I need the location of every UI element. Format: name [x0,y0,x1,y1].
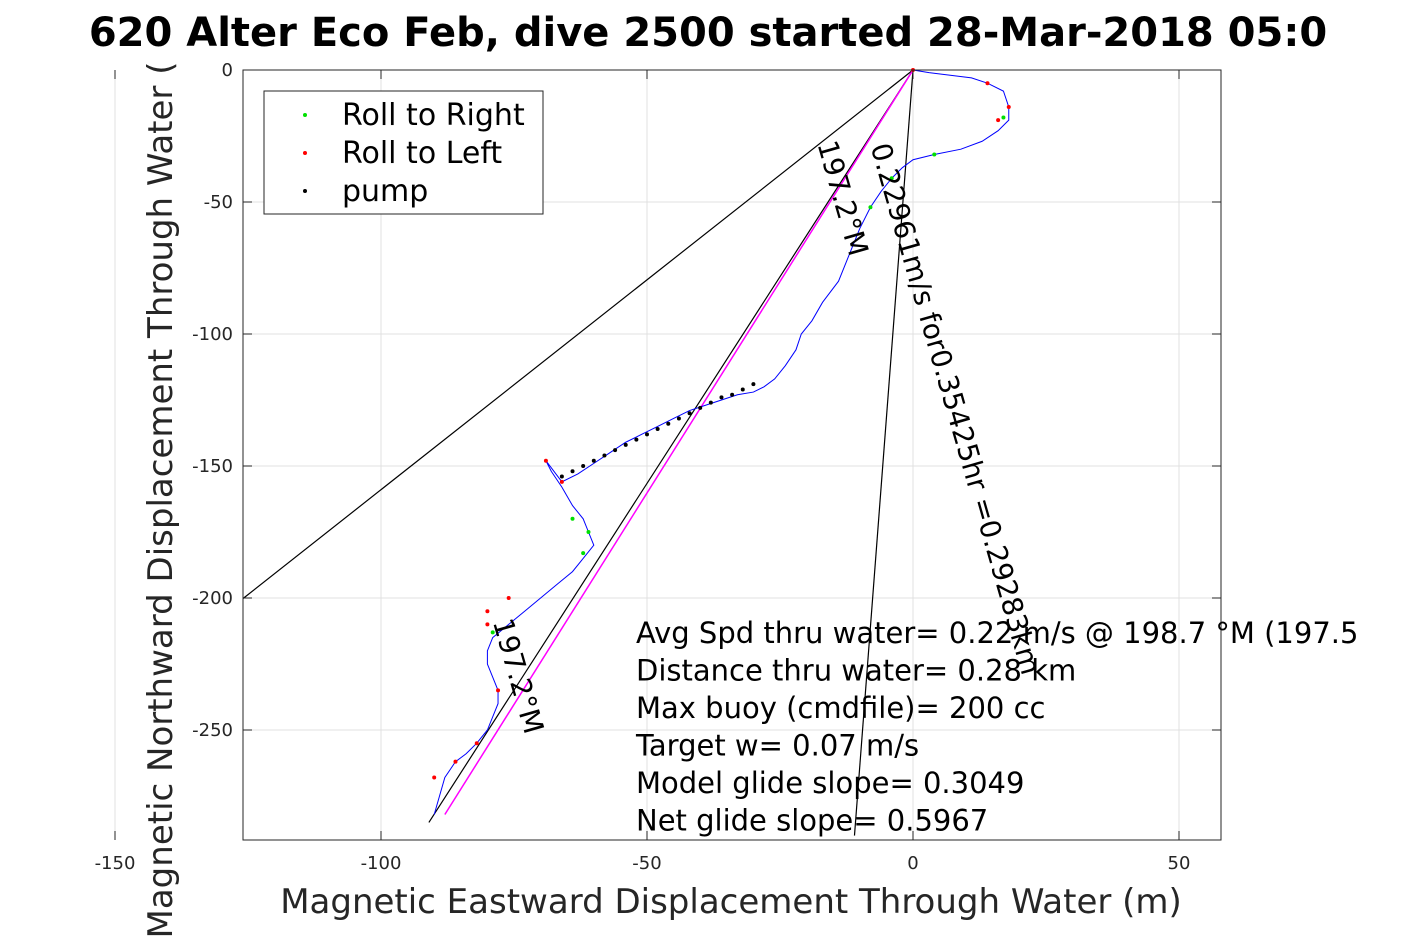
reference-line [853,70,914,836]
roll-left-point [985,81,990,86]
legend-label-roll-left: Roll to Left [342,136,502,171]
pump-point [645,432,649,437]
pump-point [591,458,596,463]
y-tick-label: -100 [192,324,233,345]
pump-point [570,469,575,474]
rotated-annotation: 0.22961m/s for0.35425hr =0.29283km [864,139,1048,678]
y-tick-label: -50 [204,192,233,213]
chart-title: 620 Alter Eco Feb, dive 2500 started 28-… [89,10,1327,56]
roll-left-point [485,622,490,627]
track-line [433,69,1010,815]
pump-point [708,400,713,405]
roll-left-point [543,458,548,463]
roll-left-point [432,775,437,780]
legend-box [263,90,544,215]
pump-point [602,453,607,458]
y-tick-label: -200 [192,588,233,609]
y-tick-label: -150 [192,456,233,477]
points-layer [432,68,1011,780]
y-tick-label: 0 [222,60,233,81]
stats-line: Model glide slope= 0.3049 [636,766,1024,800]
roll-left-point [1006,104,1011,109]
x-tick-label: 50 [1168,853,1191,874]
roll-right-point [932,152,937,157]
rotated-annotation: 197.2°M [811,137,875,260]
pump-point [730,392,735,397]
stats-line: Max buoy (cmdfile)= 200 cc [636,691,1045,725]
x-axis-label: Magnetic Eastward Displacement Through W… [280,882,1182,922]
roll-left-point [453,759,458,764]
pump-point [655,427,660,432]
roll-left-point [506,596,511,600]
reference-lines [243,70,914,836]
roll-right-point [581,551,586,556]
y-axis-label: Magnetic Northward Displacement Through … [141,62,181,939]
legend-marker-pump [303,189,307,193]
x-tick-label: -50 [632,853,661,874]
pump-point [581,464,586,468]
legend-label-pump: pump [342,174,428,209]
roll-left-point [474,741,479,746]
pump-point [634,437,639,442]
stats-line: Avg Spd thru water= 0.22 m/s @ 198.7 °M … [636,616,1358,650]
pump-point [740,387,745,392]
pump-point [687,411,692,416]
roll-right-point [570,516,575,521]
plot-area [242,69,1222,841]
pump-point [623,442,628,447]
pump-point [676,416,681,421]
x-tick-label: -150 [95,853,136,874]
legend-marker-roll-right [303,113,307,117]
pump-point [751,382,756,387]
legend: Roll to Right Roll to Left pump [263,90,544,215]
roll-left-point [559,479,564,484]
pump-point [613,448,618,453]
roll-right-point [1001,115,1006,120]
pump-point [698,405,703,410]
course-line-layer [444,69,914,815]
roll-left-point [485,609,490,614]
course-line [444,69,914,815]
track-layer [433,69,1010,815]
roll-right-point [586,530,591,534]
pump-point [719,395,724,400]
stats-line: Target w= 0.07 m/s [635,729,919,763]
pump-point [666,421,671,426]
roll-right-point [868,205,873,210]
reference-line [428,70,914,823]
x-tick-label: 0 [907,853,918,874]
roll-right-point [490,630,495,635]
pump-point [559,474,564,479]
legend-marker-roll-left [303,151,307,155]
roll-left-point [996,118,1001,123]
roll-right-point [889,176,894,181]
axis-ticks: -250-200-150-100-500501000-50-100-150-20… [95,60,1221,874]
y-tick-label: -250 [192,720,233,741]
stats-annotations: Avg Spd thru water= 0.22 m/s @ 198.7 °M … [635,616,1358,838]
x-tick-label: -100 [361,853,402,874]
stats-line: Net glide slope= 0.5967 [636,804,988,838]
reference-line [243,70,914,600]
stats-line: Distance thru water= 0.28 km [636,654,1076,688]
legend-label-roll-right: Roll to Right [342,98,525,133]
roll-left-point [496,688,501,693]
